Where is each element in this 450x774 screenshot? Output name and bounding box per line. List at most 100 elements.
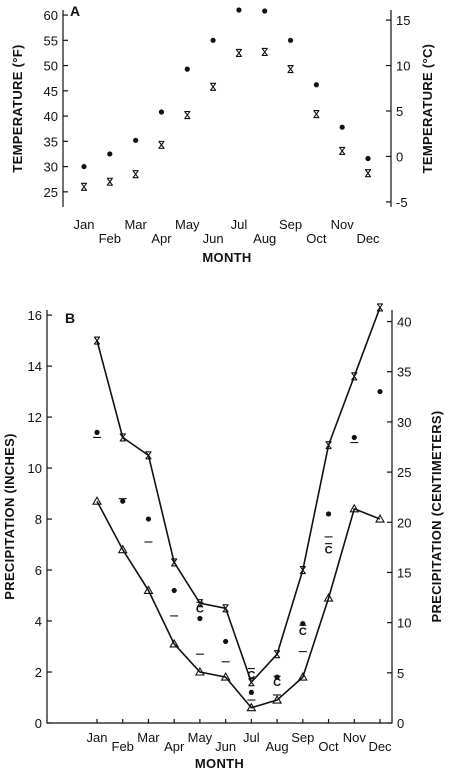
data-point-triangle [297, 672, 308, 681]
plot-frame [46, 310, 393, 724]
data-point-x [274, 650, 281, 659]
x-tick-label: Aug [266, 739, 289, 754]
x-tick-label: Mar [124, 217, 147, 232]
data-point-x [145, 451, 152, 460]
data-point-C: C [299, 626, 307, 638]
x-tick-label: May [175, 217, 200, 232]
y-tick-label: 14 [28, 359, 42, 374]
y-tick-label: 50 [44, 59, 58, 74]
y-right-tick-label: 30 [397, 415, 411, 430]
y-tick-label: 35 [44, 134, 58, 149]
y-right-tick-label: -5 [396, 195, 408, 210]
y-tick-label: 10 [28, 461, 42, 476]
data-point-triangle [323, 592, 334, 602]
y-right-tick-label: 10 [396, 59, 410, 74]
data-point-x [299, 565, 306, 575]
data-point-dot [210, 37, 216, 43]
data-point-dot [339, 124, 345, 130]
data-point-dot [107, 151, 113, 157]
data-point-C: C [325, 545, 333, 557]
data-point-x [171, 558, 178, 567]
data-point-x [325, 441, 332, 450]
data-point-x [364, 169, 372, 178]
y-tick-label: 2 [35, 665, 42, 680]
x-tick-label: Apr [151, 231, 172, 246]
data-point-triangle [272, 694, 283, 704]
data-point-C: C [196, 603, 204, 615]
y-tick-label: 60 [44, 8, 58, 23]
y-tick-label: 4 [35, 614, 42, 629]
x-tick-label: Jul [243, 730, 260, 745]
x-tick-label: Dec [368, 739, 392, 754]
data-point-dot [351, 434, 357, 441]
data-point-C: C [273, 677, 281, 689]
y-tick-label: 8 [35, 512, 42, 527]
x-tick-label: Jan [87, 730, 108, 745]
data-point-x [106, 177, 113, 186]
data-point-x [248, 678, 255, 687]
data-point-x [80, 182, 88, 191]
data-point-x [235, 48, 242, 57]
data-point-C: C [247, 670, 255, 682]
x-tick-label: Feb [112, 739, 134, 754]
data-point-x [132, 170, 139, 179]
data-point-triangle [375, 513, 385, 523]
x-axis-title: MONTH [202, 250, 251, 265]
data-point-triangle [220, 672, 231, 681]
data-point-dot [81, 163, 87, 170]
data-point-dot [223, 638, 229, 645]
data-point-dot [197, 615, 203, 622]
data-point-dot [158, 109, 165, 115]
data-point-dot [365, 155, 371, 162]
data-point-x [313, 110, 320, 119]
data-point-dot [133, 137, 139, 143]
data-point-triangle [246, 702, 257, 712]
y-right-tick-label: 5 [397, 666, 404, 681]
y-tick-label: 25 [44, 185, 58, 200]
data-point-x [339, 146, 346, 155]
x-tick-label: Jun [215, 739, 236, 754]
y-right-tick-label: 25 [397, 465, 411, 480]
y-axis-title: TEMPERATURE (°F) [10, 44, 25, 172]
data-point-x [261, 47, 268, 56]
y-right-tick-label: 20 [397, 515, 411, 530]
data-point-x [196, 599, 203, 608]
x-tick-label: Jul [231, 217, 248, 232]
series-triangle-line [96, 500, 381, 709]
y-tick-label: 16 [28, 308, 42, 323]
data-point-triangle [92, 496, 102, 505]
data-point-x [93, 336, 101, 345]
series-x-line [96, 307, 381, 684]
data-point-x [351, 372, 358, 381]
x-tick-label: Jan [74, 217, 95, 232]
y-right-tick-label: 10 [397, 616, 411, 631]
panel-a-temperature: 2530354045505560-5051015JanFebMarAprMayJ… [10, 3, 435, 265]
data-point-triangle [349, 503, 360, 513]
data-point-dot [325, 511, 332, 517]
data-point-x [222, 604, 229, 613]
x-tick-label: Dec [356, 231, 380, 246]
y-right-tick-label: 35 [397, 365, 411, 380]
y-tick-label: 30 [44, 160, 58, 175]
y-tick-label: 45 [44, 84, 58, 99]
data-point-dot [184, 66, 190, 72]
data-point-x [287, 65, 294, 74]
y-tick-label: 12 [28, 410, 42, 425]
x-tick-label: Nov [331, 217, 355, 232]
data-point-dot [171, 587, 177, 594]
x-tick-label: Oct [306, 231, 327, 246]
data-point-triangle [169, 638, 180, 648]
y-axis-title: PRECIPITATION (INCHES) [2, 433, 17, 599]
x-tick-label: May [188, 730, 213, 745]
x-tick-label: Sep [279, 217, 302, 232]
data-point-dot [313, 82, 319, 88]
data-point-dot [262, 8, 268, 14]
y-tick-label: 55 [44, 33, 58, 48]
y-right-tick-label: 5 [396, 104, 403, 119]
y-right-tick-label: 40 [397, 315, 411, 330]
y-right-tick-label: 15 [397, 565, 411, 580]
data-point-triangle [117, 544, 128, 554]
y-right-axis-title: TEMPERATURE (°C) [420, 44, 435, 174]
data-point-dot [120, 498, 126, 504]
